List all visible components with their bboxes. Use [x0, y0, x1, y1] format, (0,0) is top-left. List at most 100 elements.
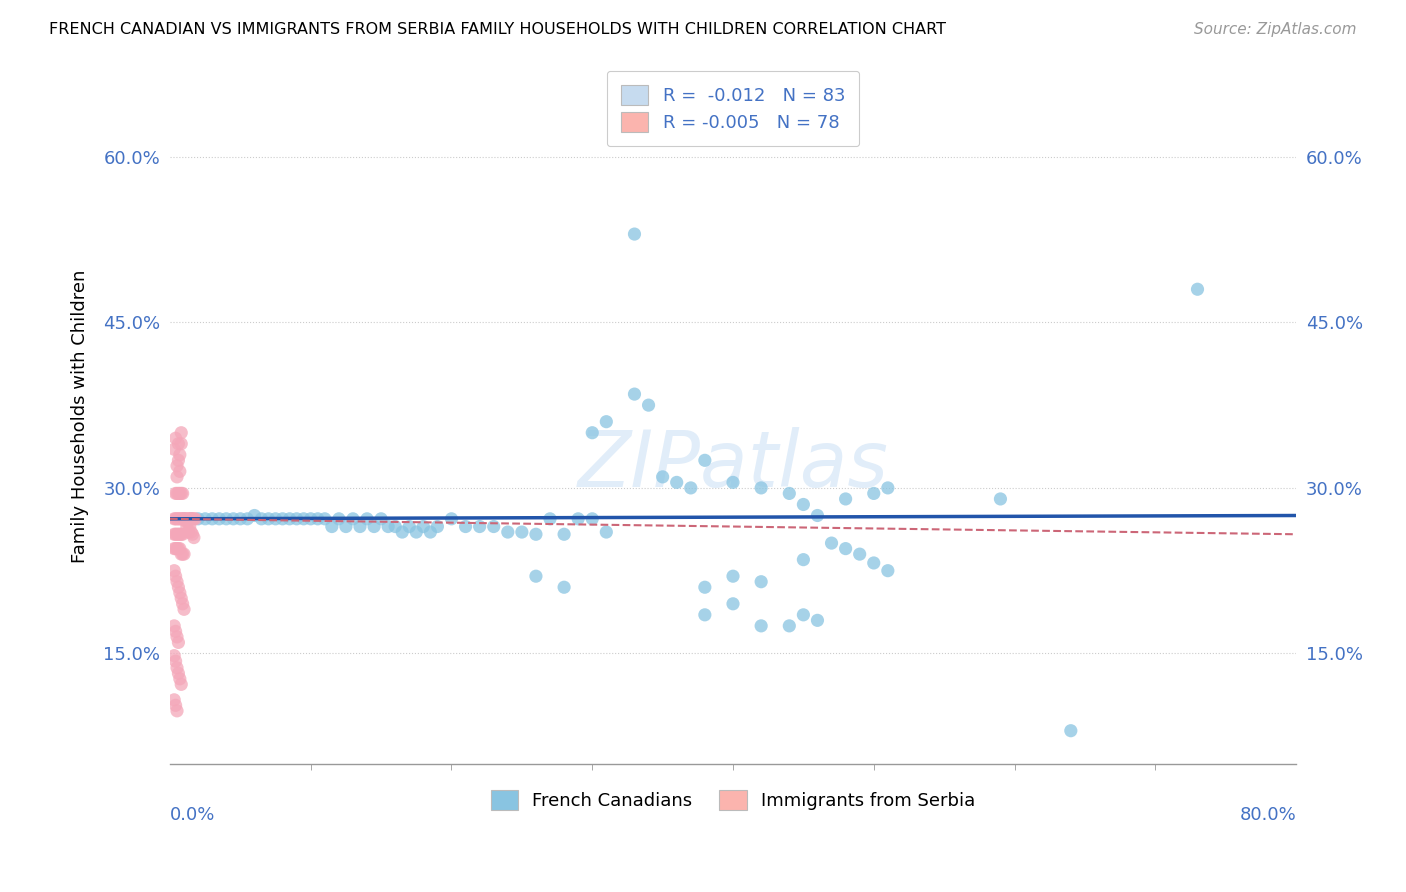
Point — [567, 512, 589, 526]
Point — [173, 512, 195, 526]
Point — [876, 481, 898, 495]
Point — [166, 630, 188, 644]
Point — [169, 527, 191, 541]
Point — [834, 541, 856, 556]
Point — [651, 470, 673, 484]
Point — [538, 512, 561, 526]
Point — [173, 547, 195, 561]
Point — [183, 531, 205, 545]
Point — [370, 512, 392, 526]
Point — [163, 541, 186, 556]
Point — [166, 486, 188, 500]
Point — [169, 586, 191, 600]
Point — [163, 512, 186, 526]
Point — [169, 672, 191, 686]
Point — [163, 619, 186, 633]
Point — [222, 512, 245, 526]
Point — [169, 464, 191, 478]
Point — [363, 519, 385, 533]
Point — [243, 508, 266, 523]
Point — [169, 541, 191, 556]
Point — [166, 704, 188, 718]
Point — [179, 512, 201, 526]
Point — [623, 227, 645, 241]
Point — [170, 436, 193, 450]
Point — [170, 677, 193, 691]
Point — [1187, 282, 1209, 296]
Point — [792, 552, 814, 566]
Point — [278, 512, 301, 526]
Point — [166, 470, 188, 484]
Point — [194, 512, 217, 526]
Point — [167, 527, 190, 541]
Point — [166, 574, 188, 589]
Point — [623, 387, 645, 401]
Point — [271, 512, 294, 526]
Point — [180, 512, 202, 526]
Point — [177, 524, 200, 539]
Point — [553, 580, 575, 594]
Point — [183, 512, 205, 526]
Point — [820, 536, 842, 550]
Point — [163, 648, 186, 663]
Point — [384, 519, 406, 533]
Point — [208, 512, 231, 526]
Point — [876, 564, 898, 578]
Point — [229, 512, 252, 526]
Point — [1060, 723, 1083, 738]
Point — [176, 519, 198, 533]
Point — [165, 624, 187, 639]
Point — [165, 486, 187, 500]
Point — [693, 453, 716, 467]
Point — [468, 519, 491, 533]
Point — [166, 527, 188, 541]
Point — [637, 398, 659, 412]
Point — [163, 564, 186, 578]
Point — [215, 512, 238, 526]
Point — [356, 512, 378, 526]
Point — [496, 524, 519, 539]
Point — [180, 512, 202, 526]
Point — [176, 512, 198, 526]
Point — [169, 486, 191, 500]
Point — [299, 512, 322, 526]
Point — [721, 569, 744, 583]
Point — [792, 607, 814, 622]
Y-axis label: Family Households with Children: Family Households with Children — [72, 269, 89, 563]
Point — [170, 547, 193, 561]
Point — [693, 607, 716, 622]
Point — [510, 524, 533, 539]
Point — [166, 541, 188, 556]
Text: Source: ZipAtlas.com: Source: ZipAtlas.com — [1194, 22, 1357, 37]
Text: ZIPatlas: ZIPatlas — [578, 427, 889, 503]
Point — [165, 698, 187, 713]
Point — [834, 491, 856, 506]
Point — [236, 512, 259, 526]
Point — [172, 486, 194, 500]
Point — [180, 524, 202, 539]
Point — [170, 425, 193, 440]
Point — [167, 436, 190, 450]
Point — [264, 512, 287, 526]
Point — [165, 527, 187, 541]
Point — [285, 512, 308, 526]
Point — [169, 512, 191, 526]
Point — [187, 512, 209, 526]
Point — [166, 661, 188, 675]
Point — [328, 512, 350, 526]
Point — [174, 514, 197, 528]
Point — [693, 580, 716, 594]
Point — [454, 519, 477, 533]
Point — [165, 512, 187, 526]
Point — [806, 613, 828, 627]
Point — [172, 597, 194, 611]
Point — [165, 431, 187, 445]
Point — [177, 512, 200, 526]
Point — [165, 569, 187, 583]
Point — [165, 654, 187, 668]
Point — [167, 453, 190, 467]
Legend: French Canadians, Immigrants from Serbia: French Canadians, Immigrants from Serbia — [477, 775, 990, 824]
Point — [167, 635, 190, 649]
Point — [778, 486, 800, 500]
Point — [412, 519, 434, 533]
